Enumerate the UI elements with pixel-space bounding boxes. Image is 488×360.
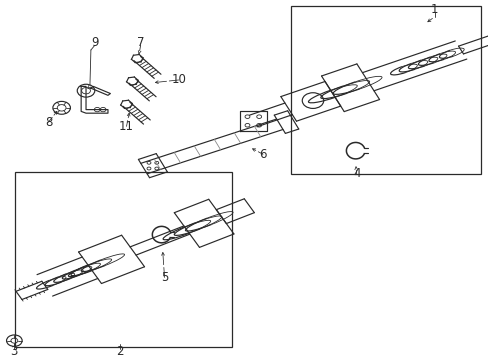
Text: 7: 7	[137, 36, 144, 49]
Text: 6: 6	[259, 148, 266, 161]
Bar	[290, 6, 480, 174]
Bar	[15, 172, 232, 347]
Text: 5: 5	[161, 271, 168, 284]
Text: 9: 9	[91, 36, 99, 49]
Text: 1: 1	[430, 3, 438, 16]
Text: 10: 10	[171, 73, 186, 86]
Text: 4: 4	[352, 167, 360, 180]
Text: 8: 8	[45, 116, 52, 129]
Text: 11: 11	[119, 120, 134, 133]
Text: 2: 2	[116, 345, 123, 358]
Text: 3: 3	[11, 345, 18, 358]
